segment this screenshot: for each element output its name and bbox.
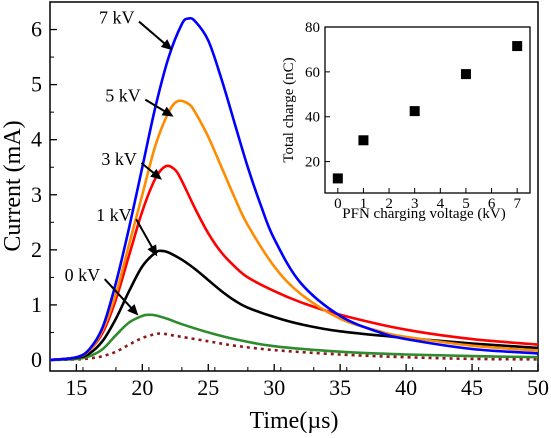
main-plot-frame	[49, 1, 539, 372]
annotation-0-kv-arrow-head	[127, 304, 139, 316]
main-x-tick-label: 40	[395, 375, 417, 400]
main-series-group	[49, 16, 539, 362]
inset-data-point	[460, 69, 471, 80]
inset-data-point	[512, 41, 523, 52]
main-x-tick-label: 15	[65, 375, 87, 400]
main-y-tick-label: 4	[31, 127, 42, 152]
annotation-7-kv-arrow-head	[160, 39, 173, 51]
main-x-tick-label: 45	[461, 375, 483, 400]
inset-data-point	[409, 106, 420, 117]
main-y-tick-label: 1	[31, 292, 42, 317]
annotation-1-kv-label: 1 kV	[96, 205, 132, 225]
main-x-axis-title: Time(µs)	[250, 408, 339, 434]
series-3-kv-line	[49, 164, 539, 362]
main-y-tick-label: 2	[31, 237, 42, 262]
annotation-1-kv-arrow-head	[147, 244, 158, 257]
main-y-tick-label: 0	[31, 347, 42, 372]
inset-x-tick-label: 7	[513, 196, 521, 212]
inset-plot-frame	[324, 26, 531, 194]
main-y-tick-label: 6	[31, 17, 42, 42]
inset-x-tick-label: 5	[462, 196, 470, 212]
annotation-7-kv-arrow-shaft	[138, 20, 168, 47]
annotation-3-kv-arrow-head	[150, 168, 162, 180]
inset-x-tick-label: 1	[360, 196, 368, 212]
annotation-0-kv-arrow-shaft	[103, 278, 134, 311]
inset-x-tick-label: 4	[437, 196, 445, 212]
inset-x-tick-label: 3	[411, 196, 419, 212]
series-dotted-line	[49, 332, 539, 362]
main-x-tick-label: 25	[197, 375, 219, 400]
inset-data-point	[358, 135, 369, 146]
inset-y-axis-title: Total charge (nC)	[281, 57, 297, 162]
inset-x-axis-title: PFN charging voltage (kV)	[342, 206, 505, 222]
main-y-tick-label: 3	[31, 182, 42, 207]
main-x-tick-label: 30	[263, 375, 285, 400]
series-7-kv-line	[49, 16, 539, 362]
inset-axes-ticks: 0 1 2 3 4 5 6 7 20 40 60 80	[305, 20, 521, 212]
annotation-0-kv-label: 0 kV	[65, 265, 101, 285]
main-x-tick-label: 35	[329, 375, 351, 400]
inset-y-tick-label: 80	[305, 20, 320, 36]
main-x-tick-label: 50	[527, 375, 549, 400]
annotation-5-kv-label: 5 kV	[105, 86, 141, 106]
annotation-5-kv-arrow-shaft	[144, 98, 168, 114]
inset-y-tick-label: 40	[305, 110, 320, 126]
inset-y-tick-label: 60	[305, 65, 320, 81]
main-x-tick-label: 20	[131, 375, 153, 400]
main-y-tick-label: 5	[31, 72, 42, 97]
annotation-7-kv-label: 7 kV	[99, 8, 135, 28]
series-0-kv-line	[49, 313, 539, 362]
series-1-kv-line	[49, 249, 539, 362]
annotation-5-kv-arrow-head	[161, 106, 174, 117]
inset-data-point	[332, 173, 343, 184]
main-annotations: 7 kV 5 kV 3 kV 1 kV 0 kV	[65, 8, 174, 316]
inset-y-tick-label: 20	[305, 155, 320, 171]
annotation-3-kv-label: 3 kV	[101, 149, 137, 169]
annotation-1-kv-arrow-shaft	[135, 218, 155, 251]
inset-points-group	[332, 41, 523, 184]
inset-x-tick-label: 6	[488, 196, 496, 212]
inset-x-tick-label: 0	[334, 196, 342, 212]
main-y-axis-title: Current (mA)	[0, 120, 26, 251]
inset-x-tick-label: 2	[385, 196, 393, 212]
